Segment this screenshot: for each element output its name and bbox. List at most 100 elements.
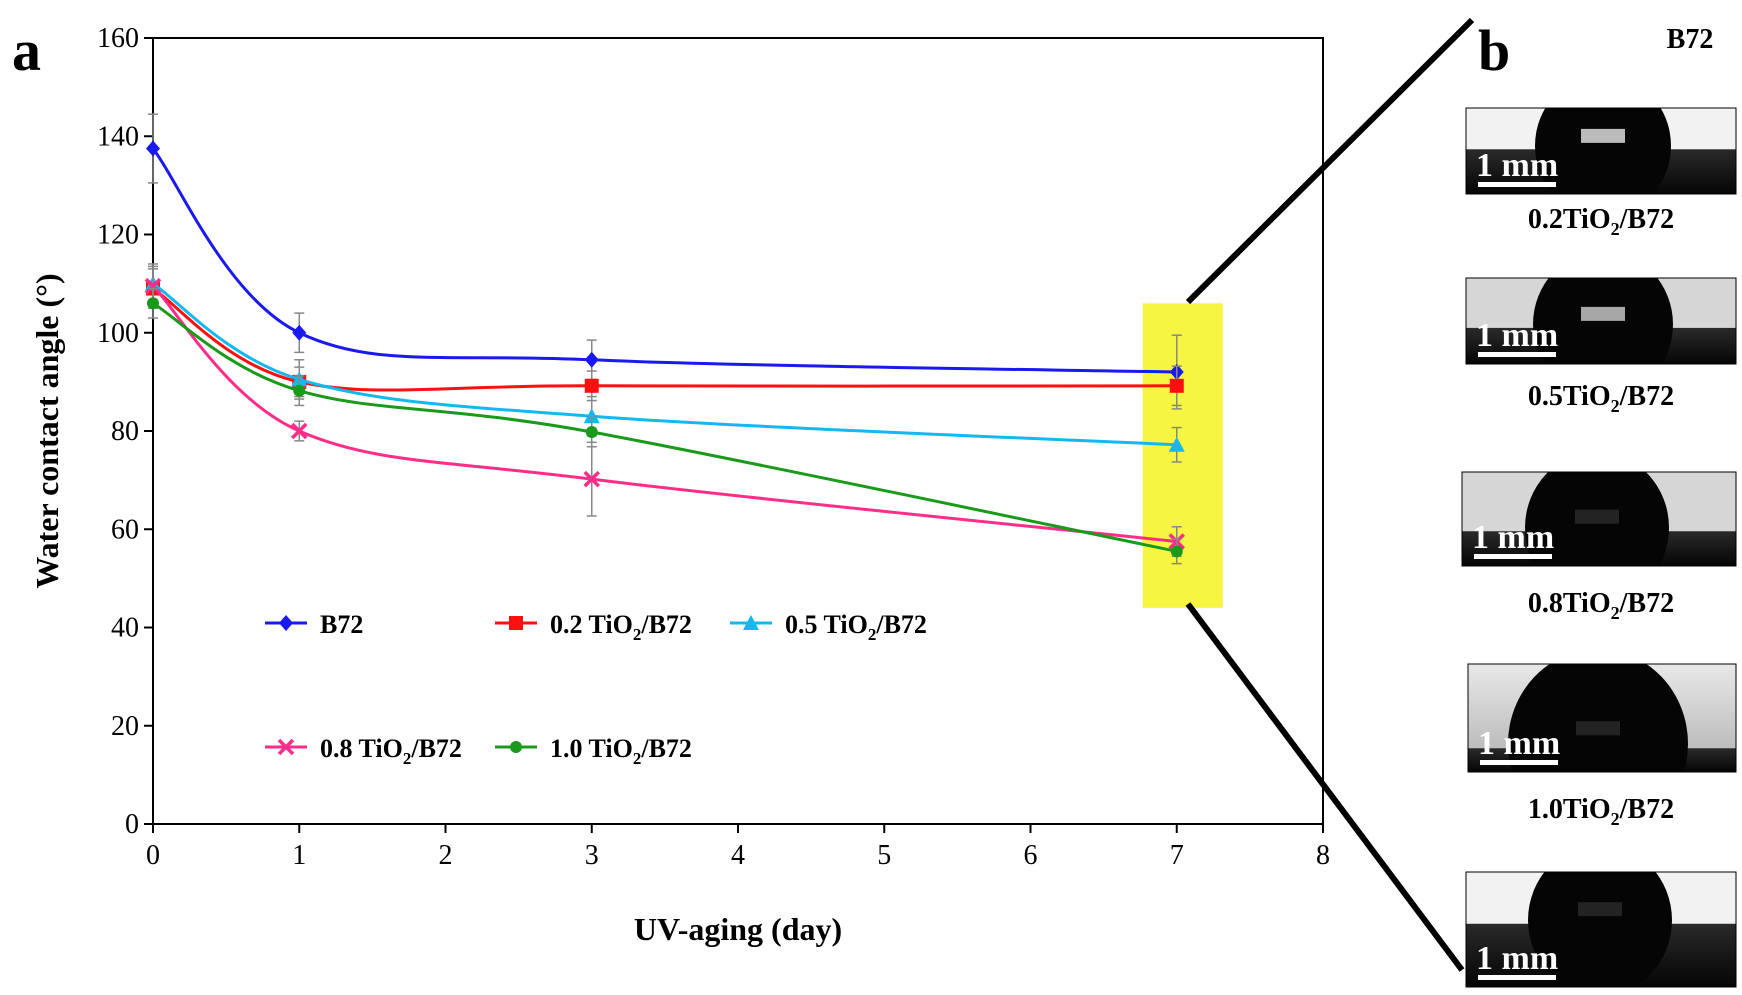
y-tick-label: 40	[111, 613, 139, 644]
scale-bar	[1478, 182, 1556, 187]
x-tick-label: 2	[439, 840, 453, 871]
scale-bar	[1478, 352, 1556, 357]
data-point	[585, 425, 598, 438]
scale-label: 1 mm	[1476, 940, 1558, 977]
series-layer	[144, 113, 1185, 565]
data-point	[291, 422, 308, 440]
legend-swatch-marker-stroke	[277, 738, 295, 756]
droplet-photo	[1466, 872, 1736, 987]
droplet-label-sub: 2	[1611, 219, 1620, 239]
droplet-image-2: 1 mm	[1461, 471, 1737, 567]
legend-label: 0.2 TiO2/B72	[550, 610, 692, 644]
droplet-label: 0.8TiO2/B72	[1528, 588, 1674, 623]
droplet-shape	[1533, 278, 1673, 364]
legend-item: B72	[265, 610, 363, 639]
series-line	[151, 147, 1177, 374]
legend-label-sub: 2	[633, 749, 642, 768]
legend-item: 0.8 TiO2/B72	[265, 734, 462, 768]
x-tick-label: 0	[146, 840, 160, 871]
droplet-border	[1467, 663, 1737, 773]
droplet-shape	[1508, 664, 1688, 772]
data-point	[584, 351, 599, 368]
droplet-image-0: 1 mm	[1465, 107, 1737, 195]
droplet-reflection	[1576, 721, 1620, 736]
droplet-label-main: 0.2TiO	[1528, 204, 1611, 235]
y-tick-label: 100	[97, 318, 139, 349]
droplet-border	[1461, 471, 1737, 567]
series-0	[146, 113, 1184, 410]
legend-label-main: 0.2 TiO	[550, 610, 633, 639]
legend-label-main: B72	[320, 610, 363, 639]
droplet-reflection	[1575, 509, 1619, 524]
legend-label-sub: 2	[403, 749, 412, 768]
zoom-line-bottom	[1185, 602, 1465, 972]
y-axis-label: Water contact angle (°)	[29, 273, 65, 588]
scale-label: 1 mm	[1476, 147, 1558, 184]
x-axis-label: UV-aging (day)	[634, 911, 842, 947]
legend-swatch-marker	[743, 615, 759, 630]
legend-swatch-marker	[279, 615, 293, 631]
legend-swatch-marker	[510, 741, 522, 753]
data-point-stroke	[144, 277, 162, 295]
data-point	[293, 384, 306, 397]
droplet-label-tail: /B72	[1619, 204, 1674, 235]
data-point	[1170, 545, 1183, 558]
data-point-stroke	[583, 470, 600, 488]
zoom-line-top	[1185, 17, 1475, 305]
x-tick-label: 5	[877, 840, 891, 871]
data-point	[583, 408, 600, 424]
series-line	[152, 282, 1177, 447]
y-tick-label: 160	[97, 23, 139, 54]
droplet-reflection	[1581, 128, 1625, 143]
x-tick-label: 3	[585, 840, 599, 871]
y-tick-label: 20	[111, 711, 139, 742]
data-point	[1168, 436, 1185, 452]
legend-label-main: 0.8 TiO	[320, 734, 403, 763]
x-tick-label: 6	[1024, 840, 1038, 871]
droplet-label-sub: 2	[1611, 396, 1620, 416]
droplet-border	[1465, 871, 1737, 988]
droplet-shape	[1528, 872, 1672, 987]
droplet-label-tail: /B72	[1619, 381, 1674, 412]
series-line	[152, 287, 1177, 392]
legend-label: B72	[320, 610, 363, 639]
data-point	[147, 297, 159, 310]
legend-label-main: 1.0 TiO	[550, 734, 633, 763]
legend-label: 0.5 TiO2/B72	[785, 610, 927, 644]
legend-label: 1.0 TiO2/B72	[550, 734, 692, 768]
legend-label-tail: /B72	[640, 610, 692, 639]
droplet-shape	[1535, 108, 1671, 194]
series-line	[152, 301, 1178, 553]
droplet-label: 0.2TiO2/B72	[1528, 204, 1674, 239]
y-tick-label: 80	[111, 416, 139, 447]
data-point	[292, 324, 307, 341]
droplet-label: B72	[1667, 24, 1714, 55]
series-3	[144, 265, 1185, 558]
droplet-reflection	[1581, 306, 1625, 321]
droplet-label-main: 0.5TiO	[1528, 381, 1611, 412]
series-4	[147, 287, 1183, 565]
legend-swatch-marker	[277, 738, 295, 756]
legend-label-sub: 2	[633, 625, 642, 644]
y-tick-label: 120	[97, 220, 139, 251]
series-line	[151, 285, 1177, 544]
scale-bar	[1474, 554, 1552, 559]
droplet-label-tail: /B72	[1619, 588, 1674, 619]
droplet-photo	[1466, 278, 1736, 364]
legend-item: 1.0 TiO2/B72	[495, 734, 692, 768]
droplet-label-sub: 2	[1611, 809, 1620, 829]
y-tick-label: 0	[125, 809, 139, 840]
legend-swatch-marker	[509, 616, 523, 630]
droplet-border	[1465, 277, 1737, 365]
scale-label: 1 mm	[1472, 519, 1554, 556]
highlight-box	[1142, 303, 1223, 608]
highlight-layer	[1142, 303, 1223, 608]
droplet-photo	[1466, 108, 1736, 194]
legend-label-tail: /B72	[875, 610, 927, 639]
droplet-photo	[1468, 664, 1736, 772]
y-tick-label: 60	[111, 514, 139, 545]
